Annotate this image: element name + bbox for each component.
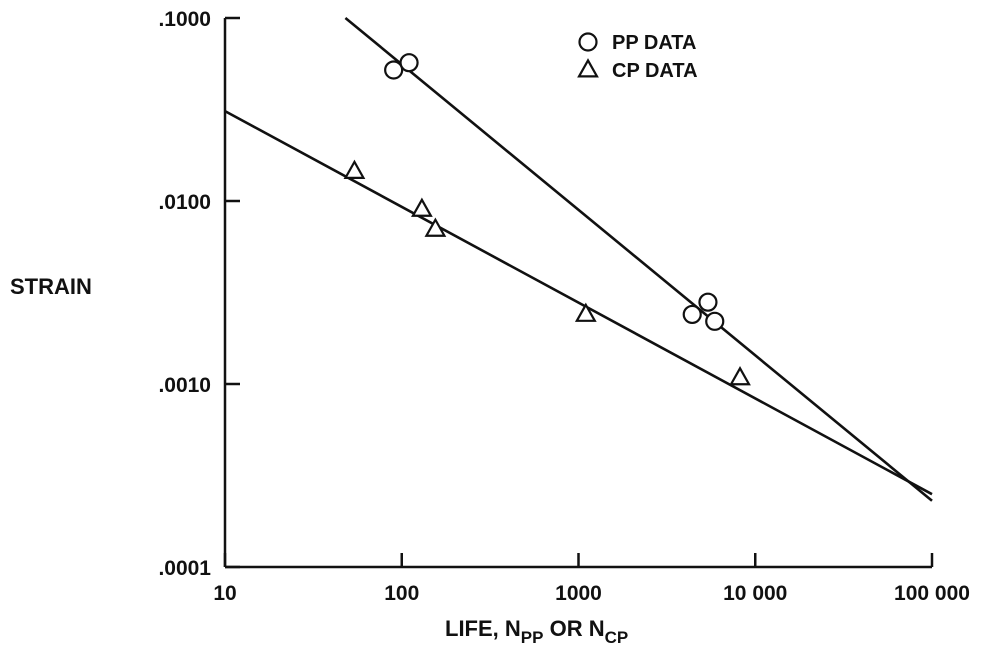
cp-data-point xyxy=(411,197,433,217)
legend-label-cp: CP DATA xyxy=(612,60,698,82)
x-tick-label: 100 000 xyxy=(894,582,970,605)
pp-data-point xyxy=(399,53,419,73)
x-tick-label: 100 xyxy=(384,582,419,605)
cp-data-point xyxy=(574,302,597,322)
pp-data-point xyxy=(698,292,718,312)
cp-data-point xyxy=(424,217,447,237)
pp-data-point xyxy=(384,60,404,80)
x-tick-label: 10 xyxy=(213,582,236,605)
cp-data-point xyxy=(343,159,366,179)
fit-line-cp xyxy=(224,109,933,496)
y-tick-label: .1000 xyxy=(158,8,211,31)
y-tick-label: .0001 xyxy=(158,557,211,580)
x-axis-title: LIFE, NPP OR NCP xyxy=(445,616,628,647)
legend-marker-pp xyxy=(578,32,598,52)
x-tick-label: 1000 xyxy=(555,582,602,605)
pp-data-point xyxy=(705,311,725,331)
legend-label-pp: PP DATA xyxy=(612,32,696,54)
cp-data-point xyxy=(729,366,751,386)
legend-marker-cp xyxy=(577,58,599,78)
y-tick-label: .0010 xyxy=(158,374,211,397)
pp-data-point xyxy=(682,304,702,325)
fit-line-pp xyxy=(344,16,933,502)
y-axis-title: STRAIN xyxy=(10,274,92,299)
y-tick-label: .0100 xyxy=(158,191,211,214)
x-tick-label: 10 000 xyxy=(723,582,787,605)
